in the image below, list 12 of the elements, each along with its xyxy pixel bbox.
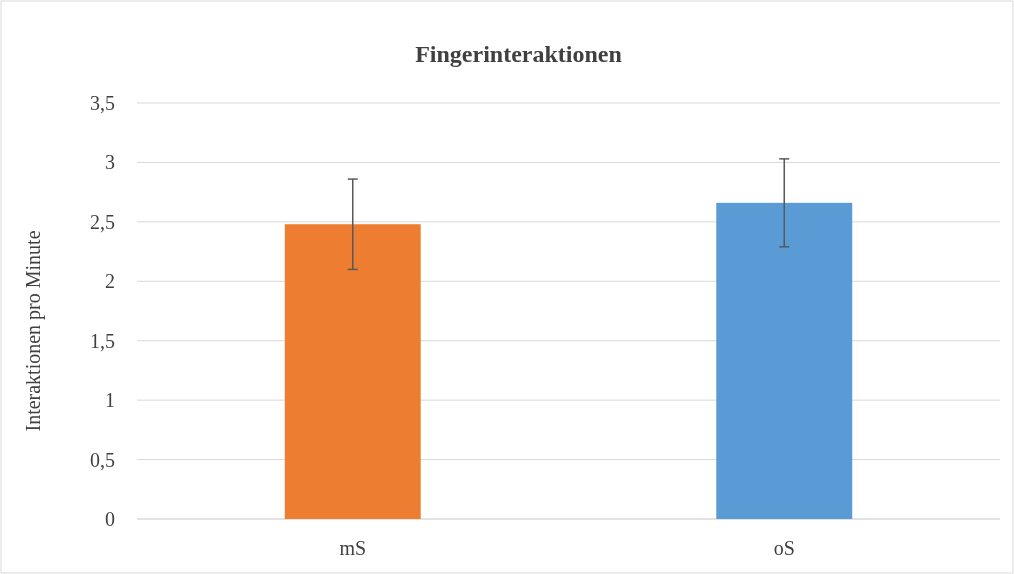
y-tick-label: 2 [105,270,115,293]
y-tick-label: 1,5 [90,329,115,352]
y-tick-label: 3 [105,151,115,174]
y-tick-label: 0,5 [90,448,115,471]
x-tick-label: oS [773,537,795,559]
y-tick-label: 3,5 [90,92,115,114]
x-tick-label: mS [339,537,367,559]
y-tick-label: 2,5 [90,210,115,233]
y-tick-label: 1 [105,389,115,412]
y-tick-label: 0 [105,508,115,530]
chart-title: Fingerinteraktionen [415,41,622,67]
y-axis-title: Interaktionen pro Minute [22,230,45,432]
